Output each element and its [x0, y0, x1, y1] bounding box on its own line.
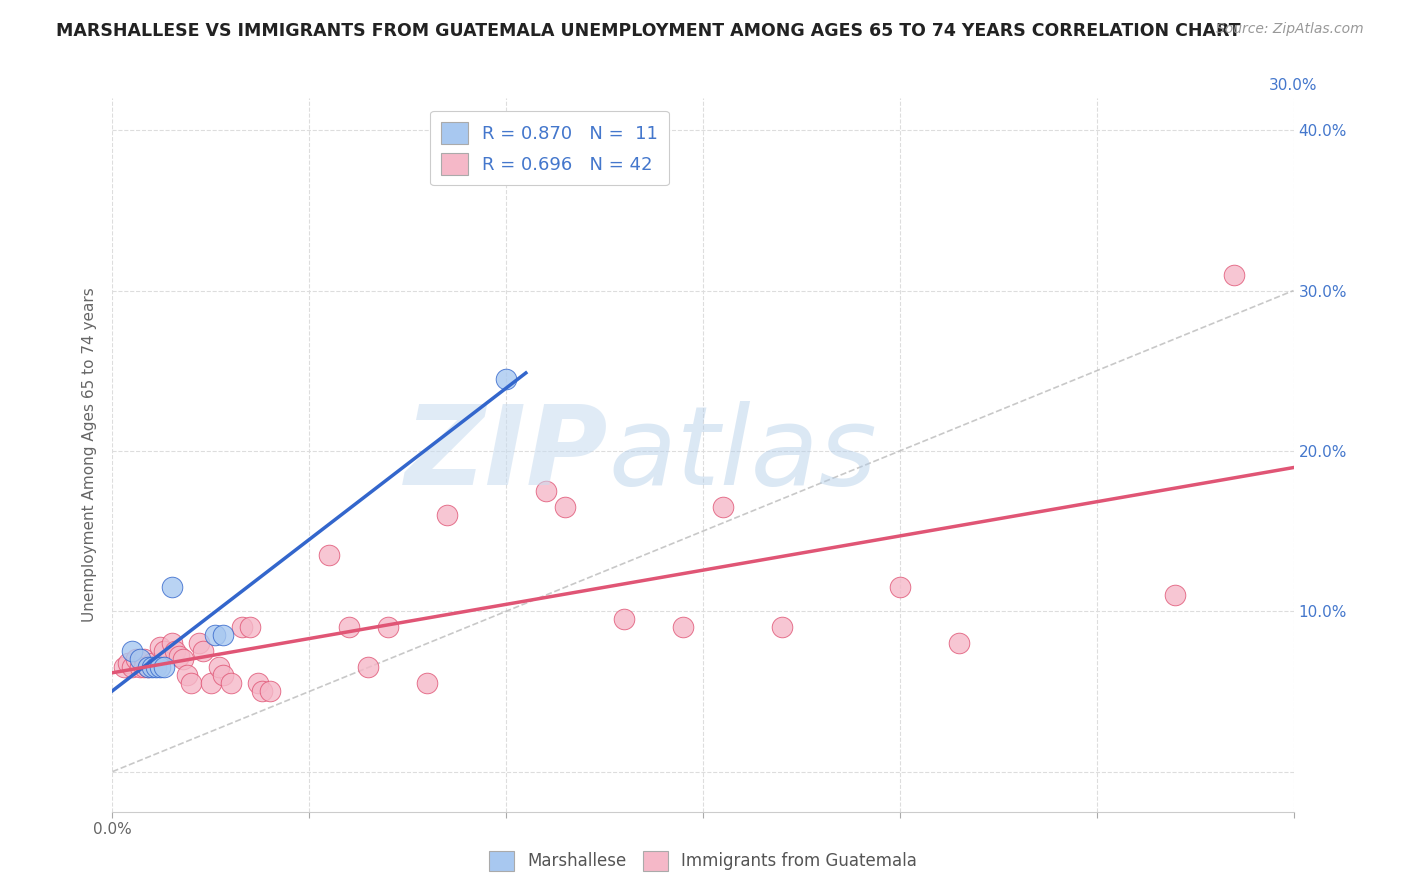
Point — [204, 628, 226, 642]
Point — [152, 644, 174, 658]
Point — [357, 660, 380, 674]
Point — [495, 372, 517, 386]
Text: ZIP: ZIP — [405, 401, 609, 508]
Point — [211, 668, 233, 682]
Point — [176, 668, 198, 682]
Point — [141, 656, 163, 670]
Point — [672, 620, 695, 634]
Point — [125, 652, 148, 666]
Point — [613, 612, 636, 626]
Text: atlas: atlas — [609, 401, 877, 508]
Point — [145, 660, 167, 674]
Point — [172, 652, 194, 666]
Point — [169, 649, 191, 664]
Point — [1223, 268, 1246, 282]
Point — [247, 676, 270, 690]
Point — [377, 620, 399, 634]
Point — [149, 660, 172, 674]
Y-axis label: Unemployment Among Ages 65 to 74 years: Unemployment Among Ages 65 to 74 years — [82, 287, 97, 623]
Point — [416, 676, 439, 690]
Point — [132, 652, 155, 666]
Point — [141, 660, 163, 674]
Point — [889, 580, 911, 594]
Point — [948, 636, 970, 650]
Point — [337, 620, 360, 634]
Point — [554, 500, 576, 514]
Text: Source: ZipAtlas.com: Source: ZipAtlas.com — [1216, 22, 1364, 37]
Point — [112, 660, 135, 674]
Point — [136, 660, 159, 674]
Point — [121, 644, 143, 658]
Point — [200, 676, 222, 690]
Point — [239, 620, 262, 634]
Point — [436, 508, 458, 522]
Point — [152, 660, 174, 674]
Point — [211, 628, 233, 642]
Point — [711, 500, 734, 514]
Point — [208, 660, 231, 674]
Point — [117, 656, 139, 670]
Point — [534, 483, 557, 498]
Point — [129, 652, 152, 666]
Point — [160, 580, 183, 594]
Text: MARSHALLESE VS IMMIGRANTS FROM GUATEMALA UNEMPLOYMENT AMONG AGES 65 TO 74 YEARS : MARSHALLESE VS IMMIGRANTS FROM GUATEMALA… — [56, 22, 1241, 40]
Point — [165, 644, 187, 658]
Point — [770, 620, 793, 634]
Point — [129, 660, 152, 674]
Point — [149, 640, 172, 654]
Legend: R = 0.870   N =  11, R = 0.696   N = 42: R = 0.870 N = 11, R = 0.696 N = 42 — [430, 111, 669, 186]
Point — [250, 684, 273, 698]
Point — [1164, 588, 1187, 602]
Point — [191, 644, 214, 658]
Point — [318, 548, 340, 562]
Point — [132, 660, 155, 674]
Point — [231, 620, 253, 634]
Point — [259, 684, 281, 698]
Legend: Marshallese, Immigrants from Guatemala: Marshallese, Immigrants from Guatemala — [481, 842, 925, 880]
Point — [219, 676, 242, 690]
Point — [121, 660, 143, 674]
Point — [180, 676, 202, 690]
Point — [160, 636, 183, 650]
Point — [188, 636, 211, 650]
Point — [136, 660, 159, 674]
